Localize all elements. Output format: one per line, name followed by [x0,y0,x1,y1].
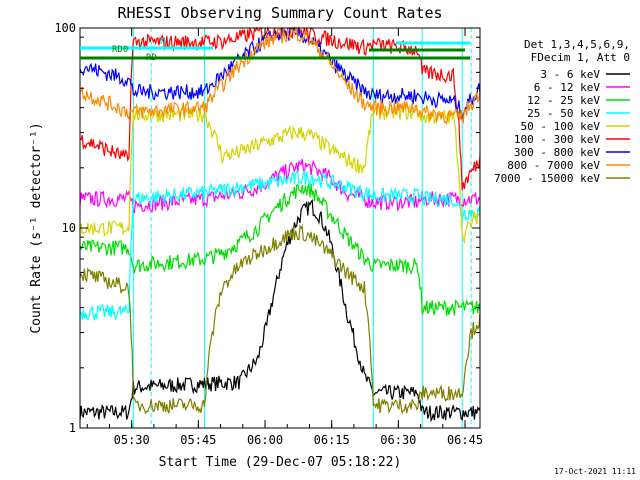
series-lines [79,25,481,423]
y-tick-label-0: 1 [69,421,76,435]
x-tick-label-4: 06:30 [380,433,416,447]
legend-label-4: 50 - 100 keV [521,120,601,133]
chart-title: RHESSI Observing Summary Count Rates [117,4,442,22]
legend-label-5: 100 - 300 keV [514,133,600,146]
series-line-7 [79,26,481,125]
series-line-6 [79,26,481,121]
series-line-4 [79,103,481,245]
legend: Det 1,3,4,5,6,9,FDecim 1, Att 0 3 - 6 keV… [494,38,630,185]
x-tick-label-5: 06:45 [447,433,483,447]
x-tick-label-3: 06:15 [314,433,350,447]
timestamp: 17-Oct-2021 11:11 [554,467,636,476]
annotation-rd0: RD0 [112,45,128,55]
x-axis: 05:30 05:45 06:00 06:15 06:30 06:45 [86,28,483,447]
series-line-3 [79,170,481,322]
x-axis-label: Start Time (29-Dec-07 05:18:22) [159,455,402,470]
legend-label-2: 12 - 25 keV [527,94,600,107]
series-line-0 [79,198,481,423]
y-tick-label-1: 10 [62,221,76,235]
legend-label-8: 7000 - 15000 keV [494,172,600,185]
legend-header-1: FDecim 1, Att 0 [531,51,630,64]
annotations: RD0 RDN [80,37,470,63]
legend-label-7: 800 - 7000 keV [507,159,600,172]
x-tick-label-0: 05:30 [114,433,150,447]
legend-header-0: Det 1,3,4,5,6,9, [524,38,630,51]
x-tick-label-1: 05:45 [180,433,216,447]
annotation-rd: RD [146,53,157,63]
series-line-2 [79,182,481,316]
annotation-n: N [160,37,165,47]
y-axis: 1 10 100 [54,21,480,435]
legend-label-3: 25 - 50 keV [527,107,600,120]
legend-label-1: 6 - 12 keV [534,81,601,94]
legend-label-6: 300 - 800 keV [514,146,600,159]
y-tick-label-2: 100 [54,21,76,35]
legend-label-0: 3 - 6 keV [540,68,600,81]
y-axis-label: Count Rate (s⁻¹ detector⁻¹) [29,122,44,333]
x-tick-label-2: 06:00 [247,433,283,447]
series-line-8 [79,223,481,416]
